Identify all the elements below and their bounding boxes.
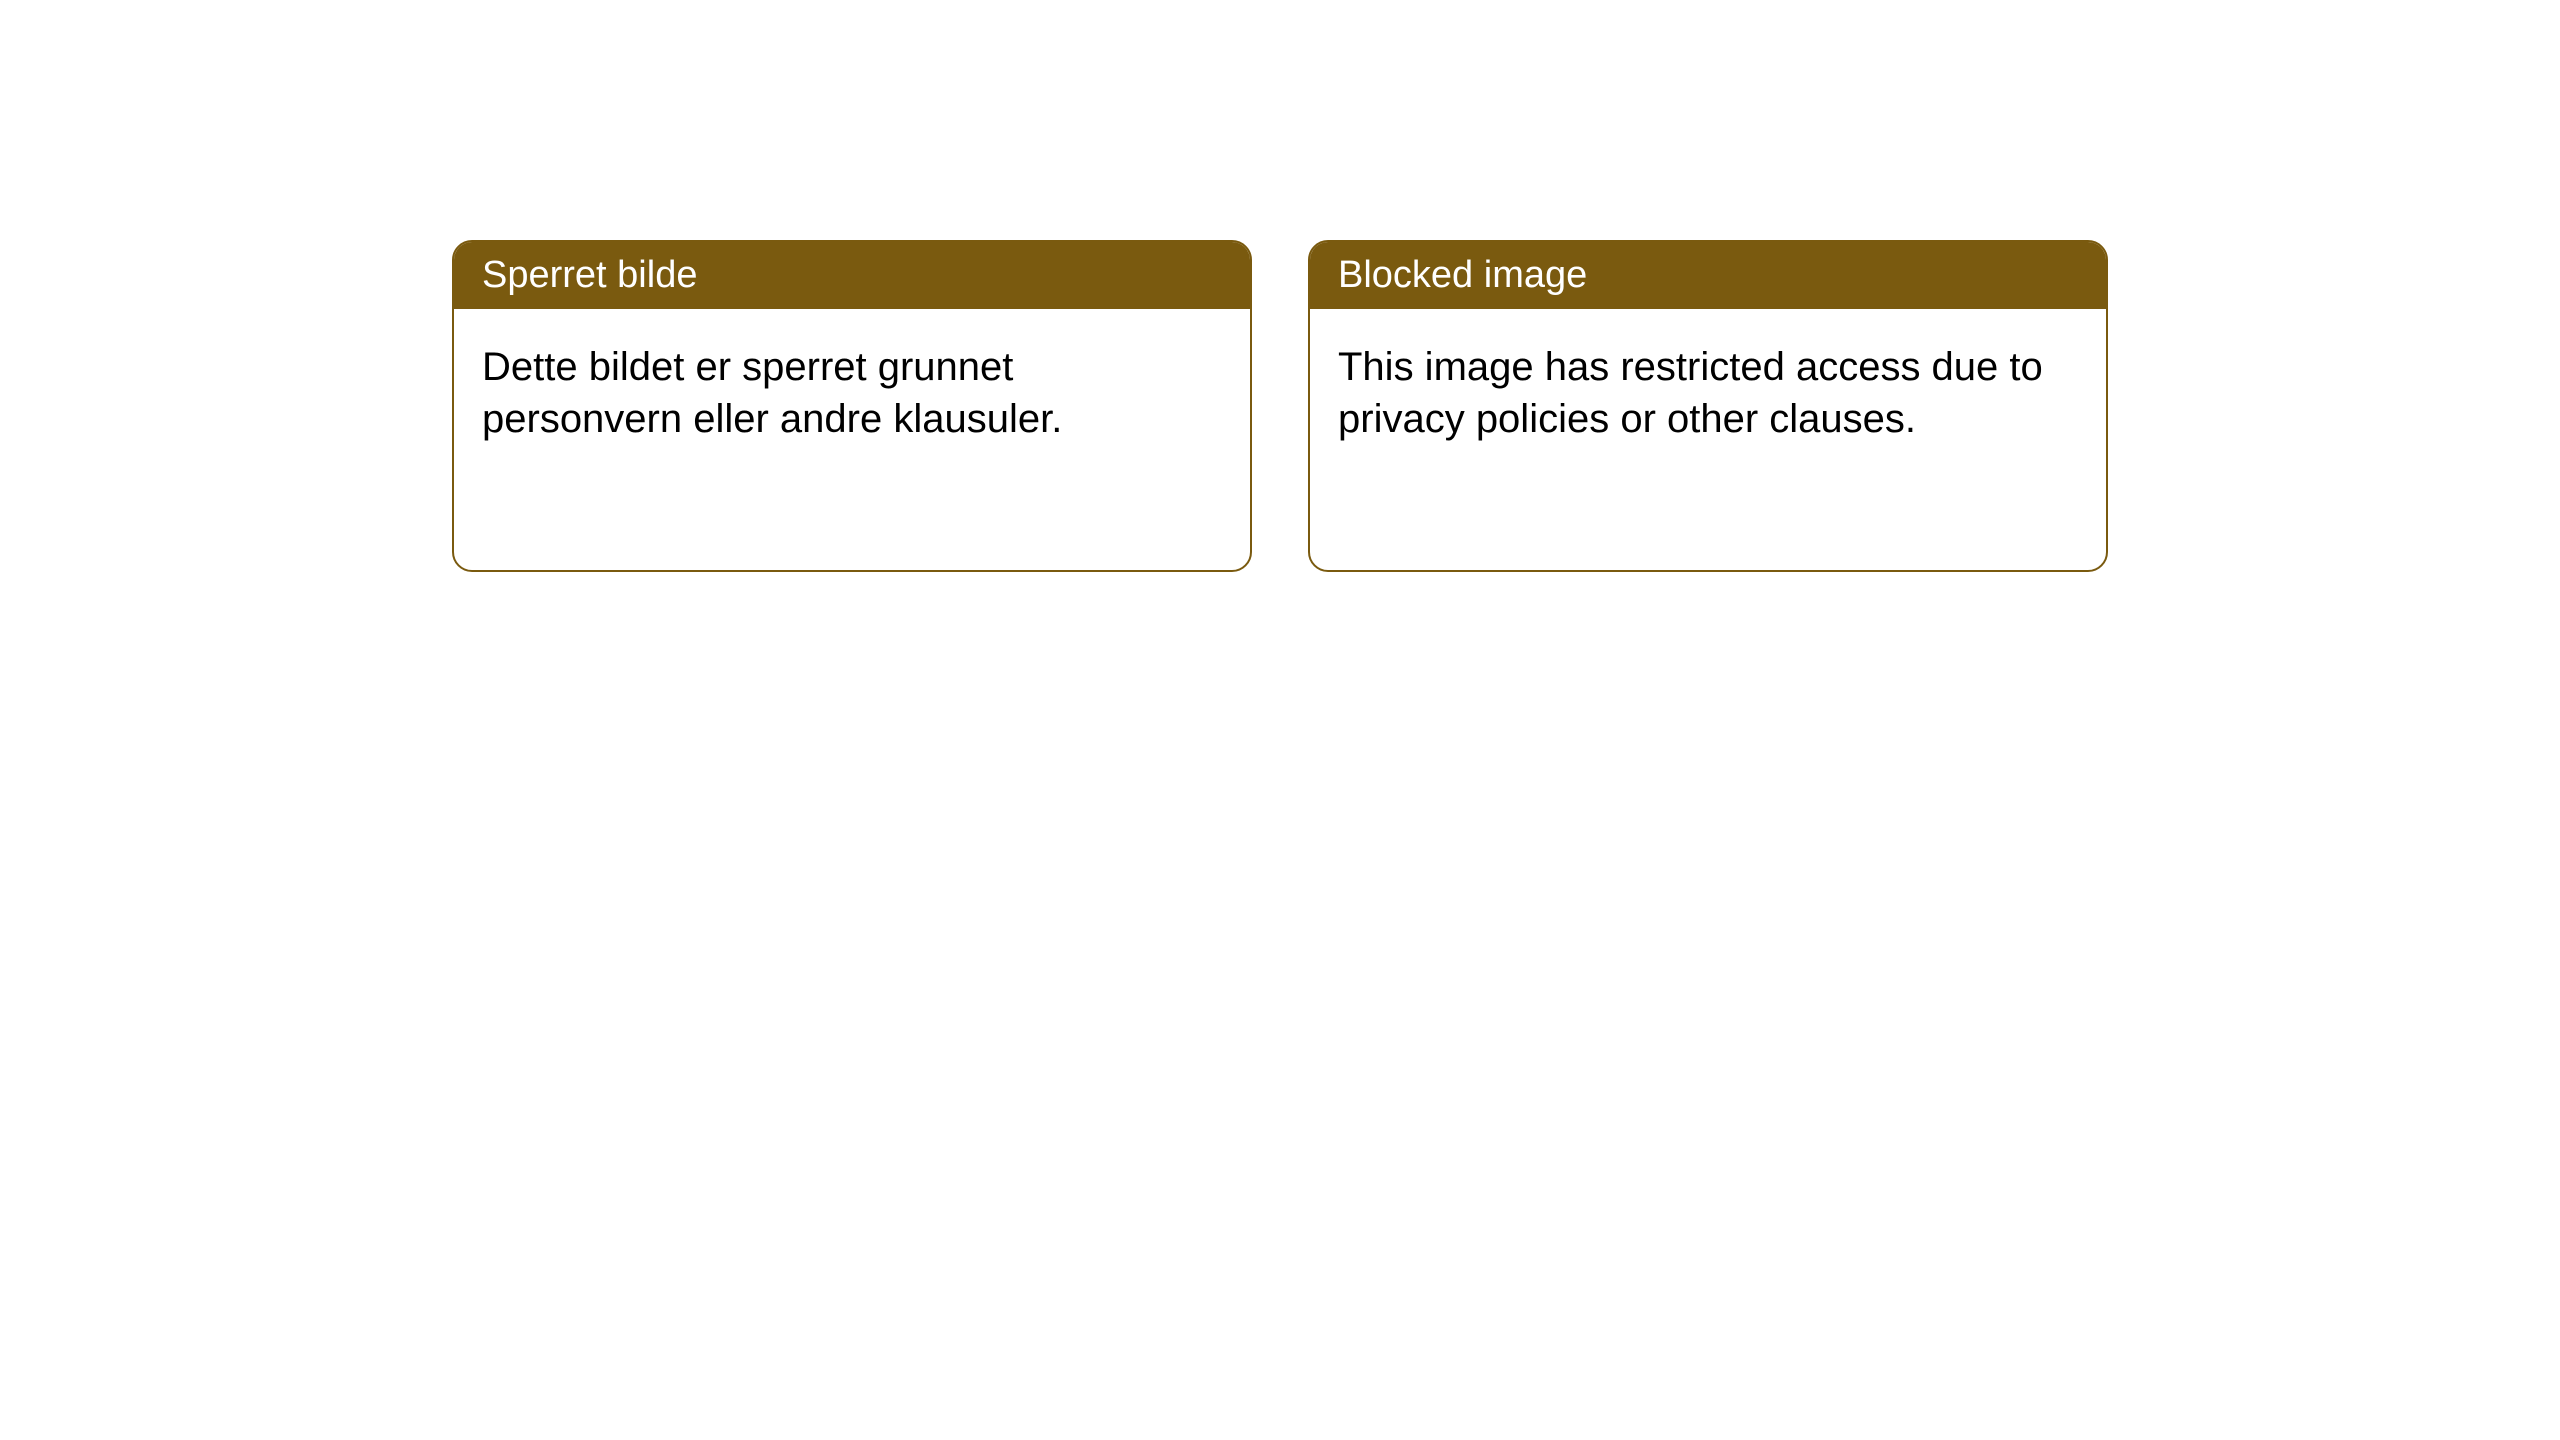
card-title-en: Blocked image	[1338, 254, 1587, 296]
blocked-image-card-en: Blocked image This image has restricted …	[1308, 240, 2108, 572]
notice-cards-container: Sperret bilde Dette bildet er sperret gr…	[452, 240, 2108, 572]
card-body-no: Dette bildet er sperret grunnet personve…	[454, 309, 1250, 477]
card-message-en: This image has restricted access due to …	[1338, 345, 2043, 441]
card-message-no: Dette bildet er sperret grunnet personve…	[482, 345, 1062, 441]
card-header-en: Blocked image	[1310, 242, 2106, 309]
card-title-no: Sperret bilde	[482, 254, 697, 296]
card-header-no: Sperret bilde	[454, 242, 1250, 309]
blocked-image-card-no: Sperret bilde Dette bildet er sperret gr…	[452, 240, 1252, 572]
card-body-en: This image has restricted access due to …	[1310, 309, 2106, 477]
